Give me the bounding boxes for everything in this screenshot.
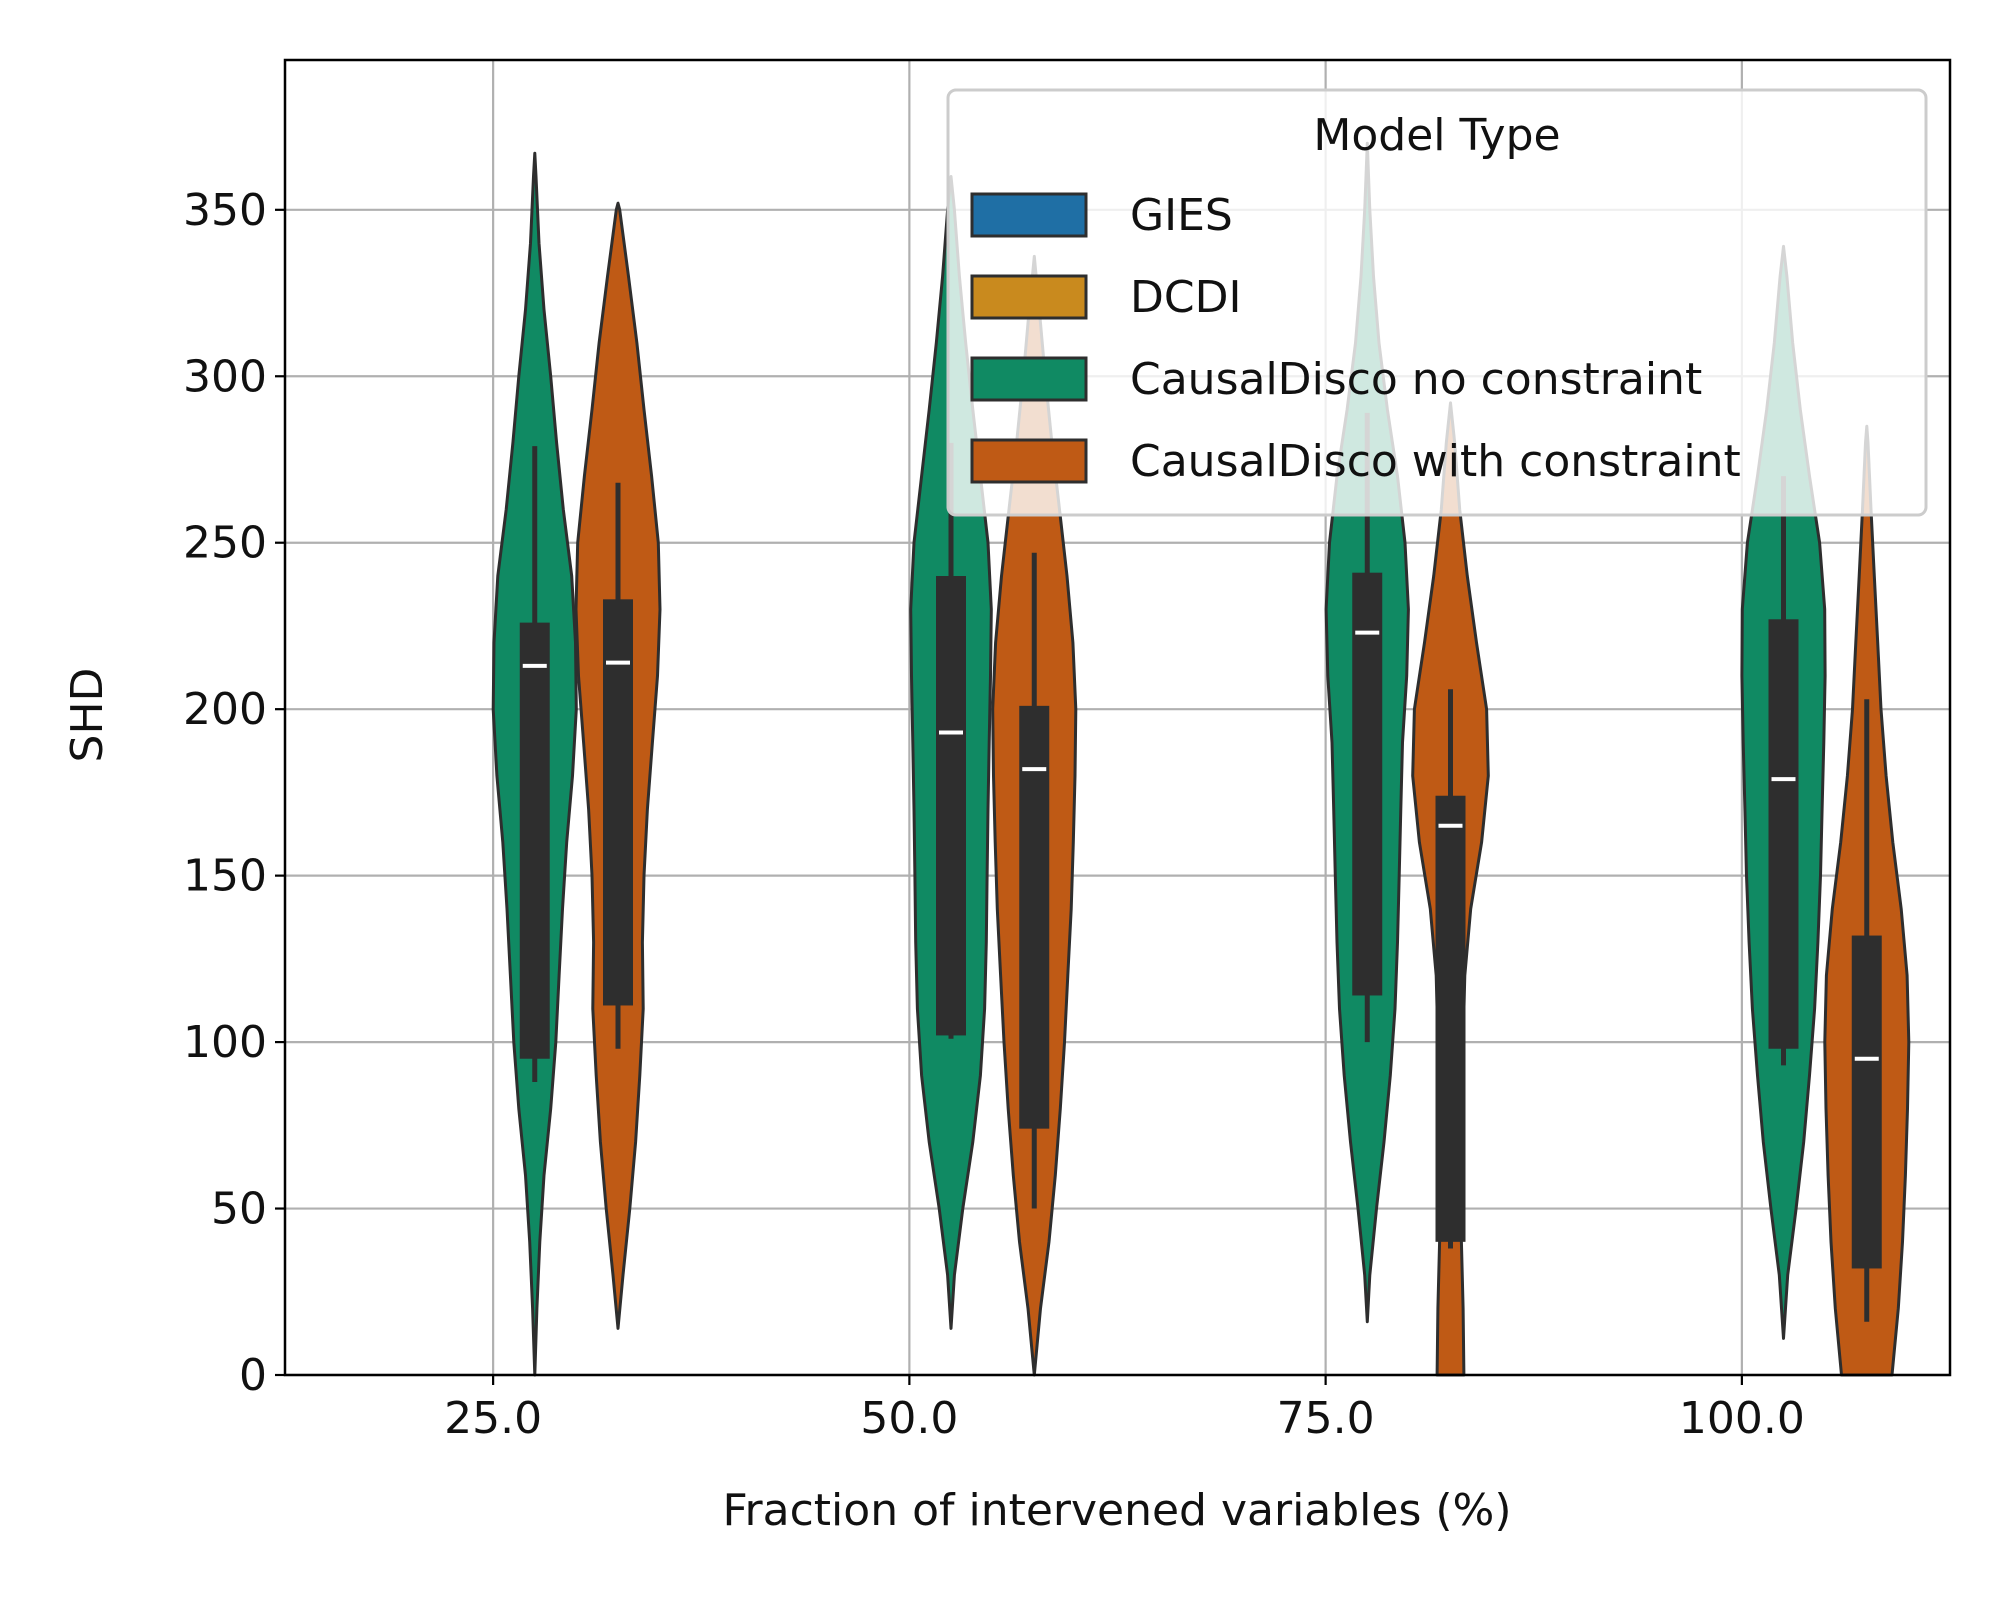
violins — [491, 141, 1911, 1377]
violin-iqr-box — [936, 576, 966, 1036]
legend-title: Model Type — [1313, 110, 1560, 161]
y-tick-label: 0 — [239, 1350, 267, 1401]
plot-frame — [283, 58, 1952, 1377]
y-tick-label: 100 — [183, 1017, 267, 1068]
x-tick-label: 25.0 — [444, 1393, 542, 1444]
legend-swatch — [970, 438, 1088, 484]
y-tick-label: 150 — [183, 851, 267, 902]
y-tick-label: 250 — [183, 518, 267, 569]
x-tick-label: 50.0 — [860, 1393, 958, 1444]
violin-iqr-box — [603, 599, 633, 1006]
violin-group — [991, 254, 1078, 1377]
violin-iqr-box — [1768, 619, 1799, 1049]
y-tick-label: 350 — [183, 185, 267, 236]
violin-iqr-box — [1851, 935, 1882, 1269]
legend-box — [946, 88, 1928, 517]
y-tick-label: 50 — [211, 1184, 267, 1235]
legend-label: CausalDisco no constraint — [1130, 354, 1702, 405]
y-axis-ticks: 0 50 100 150 200 250 300 350 — [183, 185, 285, 1401]
legend-label: CausalDisco with constraint — [1130, 436, 1741, 487]
y-tick-label: 300 — [183, 351, 267, 402]
legend-label: DCDI — [1130, 272, 1241, 323]
y-axis-label: SHD — [62, 668, 113, 763]
violin-iqr-box — [519, 622, 550, 1059]
legend-swatch — [970, 356, 1088, 402]
legend-entries: GIES DCDI CausalDisco no constraint CausalD… — [970, 190, 1741, 487]
violin-iqr-box — [1435, 795, 1466, 1242]
legend-swatch — [970, 192, 1088, 238]
x-axis-label: Fraction of intervened variables (%) — [722, 1485, 1511, 1536]
legend: Model Type GIES DCDI CausalDisco no constr… — [946, 88, 1928, 517]
violin-group — [1411, 401, 1490, 1377]
violin-iqr-box — [1352, 572, 1383, 996]
legend-swatch — [970, 274, 1088, 320]
x-axis-ticks: 25.0 50.0 75.0 100.0 — [444, 1375, 1805, 1444]
violin-iqr-box — [1019, 705, 1050, 1129]
x-tick-label: 75.0 — [1277, 1393, 1375, 1444]
x-tick-label: 100.0 — [1679, 1393, 1805, 1444]
y-tick-label: 200 — [183, 684, 267, 735]
legend-label: GIES — [1130, 190, 1233, 241]
violin-group — [1823, 424, 1911, 1377]
violin-group — [491, 151, 578, 1377]
violin-group — [574, 201, 662, 1330]
